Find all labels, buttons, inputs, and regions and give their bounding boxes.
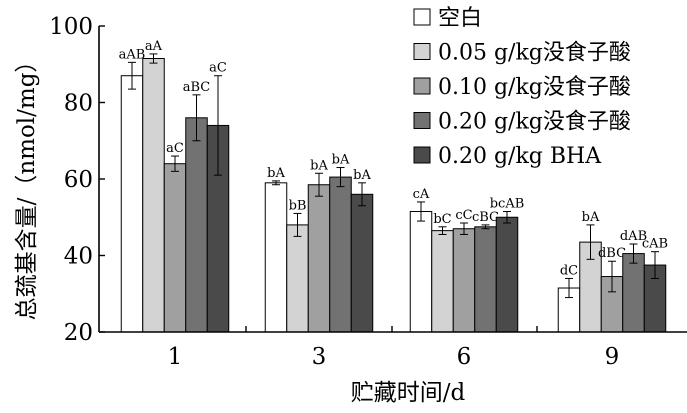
x-tick-label: 1 bbox=[168, 344, 183, 370]
bar bbox=[474, 226, 497, 333]
significance-label: aBC bbox=[183, 80, 211, 95]
legend-label: 0.10 g/kg没食子酸 bbox=[438, 75, 631, 100]
y-tick-label: 20 bbox=[64, 320, 93, 346]
significance-label: cBC bbox=[472, 210, 499, 225]
y-tick-label: 60 bbox=[64, 167, 93, 193]
bar bbox=[264, 182, 288, 333]
bar bbox=[142, 58, 165, 333]
significance-label: aC bbox=[209, 61, 227, 76]
legend-swatch bbox=[413, 43, 431, 60]
bar bbox=[163, 163, 187, 333]
significance-label: cAB bbox=[642, 237, 668, 252]
legend-label: 0.05 g/kg没食子酸 bbox=[438, 41, 631, 66]
y-tick-label: 80 bbox=[64, 91, 93, 117]
y-axis-label: 总巯基含量/（nmol/mg） bbox=[14, 50, 40, 321]
significance-label: dC bbox=[560, 263, 578, 278]
significance-label: cC bbox=[455, 208, 472, 223]
bar bbox=[329, 176, 352, 333]
x-tick-label: 6 bbox=[457, 344, 472, 370]
significance-label: bA bbox=[353, 168, 371, 183]
significance-label: bcAB bbox=[490, 197, 525, 212]
bar bbox=[185, 117, 208, 333]
legend-label: 空白 bbox=[438, 6, 482, 31]
significance-label: dAB bbox=[620, 229, 647, 244]
significance-label: bA bbox=[267, 166, 285, 181]
x-tick-label: 3 bbox=[312, 344, 327, 370]
significance-label: bA bbox=[310, 158, 328, 173]
bar bbox=[495, 216, 519, 333]
bar bbox=[452, 228, 476, 333]
significance-label: aA bbox=[145, 39, 163, 54]
legend-swatch bbox=[413, 77, 431, 95]
bar bbox=[409, 211, 433, 333]
significance-label: aAB bbox=[119, 47, 146, 62]
significance-label: aC bbox=[166, 141, 184, 156]
x-axis-label: 贮藏时间/d bbox=[351, 380, 466, 406]
bar bbox=[622, 253, 645, 333]
legend-label: 0.20 g/kg没食子酸 bbox=[438, 110, 631, 135]
legend-swatch bbox=[413, 112, 431, 129]
significance-label: bB bbox=[289, 198, 307, 213]
bar bbox=[307, 184, 331, 333]
significance-label: dBC bbox=[598, 246, 626, 261]
x-tick-label: 9 bbox=[605, 344, 620, 370]
significance-label: bC bbox=[433, 212, 451, 227]
y-tick-label: 100 bbox=[49, 14, 93, 40]
significance-label: bA bbox=[582, 210, 600, 225]
significance-label: cA bbox=[413, 187, 430, 202]
legend-label: 0.20 g/kg BHA bbox=[438, 144, 602, 169]
bar bbox=[286, 224, 309, 333]
legend-swatch bbox=[413, 8, 431, 26]
significance-label: bA bbox=[332, 153, 350, 168]
y-tick-label: 40 bbox=[64, 244, 93, 270]
bar bbox=[350, 193, 374, 333]
legend-swatch bbox=[413, 146, 431, 164]
bar bbox=[120, 75, 144, 333]
bar bbox=[431, 230, 454, 333]
